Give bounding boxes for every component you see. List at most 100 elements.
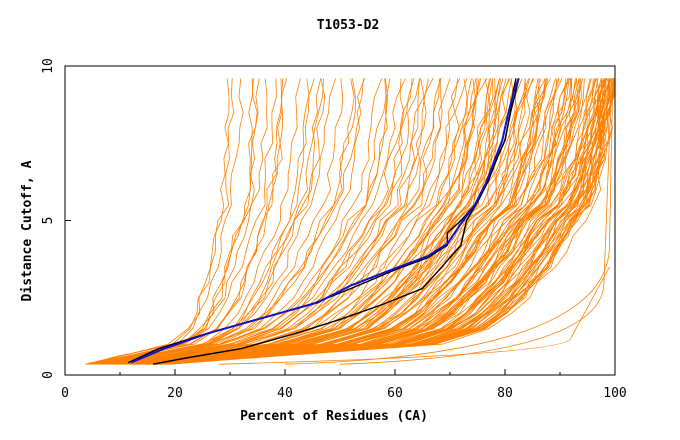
model-curve bbox=[129, 78, 530, 365]
model-curve bbox=[145, 78, 572, 365]
model-curve bbox=[124, 78, 531, 365]
model-curve bbox=[122, 78, 523, 365]
model-curve bbox=[339, 78, 613, 365]
model-curve bbox=[134, 78, 560, 365]
model-curve bbox=[109, 78, 434, 365]
model-curve bbox=[88, 78, 260, 365]
model-curve bbox=[146, 78, 578, 365]
y-tick-label: 0 bbox=[41, 371, 56, 379]
model-curve bbox=[86, 78, 244, 365]
model-curve bbox=[128, 78, 533, 365]
model-curve bbox=[98, 78, 288, 365]
plot-lines bbox=[84, 78, 615, 365]
model-curve bbox=[218, 266, 610, 365]
model-curve bbox=[150, 78, 602, 365]
y-axis-label: Distance Cutoff, A bbox=[20, 160, 35, 301]
model-curve bbox=[155, 78, 611, 365]
model-curve bbox=[103, 78, 355, 365]
model-curve bbox=[116, 78, 490, 365]
model-curve bbox=[145, 78, 582, 365]
model-curve bbox=[137, 78, 535, 365]
model-curve bbox=[139, 78, 547, 365]
x-tick-label: 20 bbox=[167, 386, 183, 401]
model-curve bbox=[98, 78, 283, 365]
model-curve bbox=[90, 78, 254, 365]
model-curve bbox=[134, 78, 526, 365]
model-curve bbox=[107, 78, 322, 365]
model-curve bbox=[86, 78, 258, 365]
model-curve bbox=[94, 78, 284, 365]
model-curve bbox=[94, 78, 365, 365]
x-tick-label: 0 bbox=[61, 386, 69, 401]
model-curve bbox=[160, 78, 611, 365]
model-curve bbox=[87, 78, 268, 365]
model-curve bbox=[147, 78, 573, 365]
model-curve bbox=[118, 78, 472, 365]
model-curve bbox=[106, 78, 415, 365]
model-curve bbox=[117, 78, 482, 365]
model-curve bbox=[149, 78, 608, 365]
model-curve bbox=[106, 78, 451, 365]
model-curve bbox=[111, 78, 440, 365]
y-tick-label: 10 bbox=[41, 58, 56, 74]
model-curve bbox=[151, 78, 605, 365]
x-tick-label: 40 bbox=[277, 386, 293, 401]
model-curve bbox=[114, 78, 490, 365]
chart-title: T1053-D2 bbox=[317, 18, 380, 33]
model-curve bbox=[116, 78, 488, 365]
model-curve bbox=[146, 78, 563, 365]
y-tick-label: 5 bbox=[41, 217, 56, 225]
model-curve bbox=[110, 78, 383, 365]
model-curve bbox=[161, 78, 612, 365]
model-curve bbox=[137, 78, 570, 365]
x-tick-label: 100 bbox=[603, 386, 626, 401]
model-curve bbox=[112, 78, 425, 365]
highlight-curve-blue bbox=[130, 78, 520, 364]
model-curve bbox=[117, 78, 500, 365]
model-curve bbox=[87, 78, 230, 365]
model-curve bbox=[136, 78, 580, 365]
y-axis: 0 5 10 bbox=[41, 58, 71, 379]
model-curve bbox=[125, 78, 476, 365]
model-curve bbox=[156, 78, 592, 365]
model-curve bbox=[109, 78, 477, 365]
model-curve bbox=[150, 78, 607, 365]
model-curve bbox=[94, 78, 336, 365]
x-tick-label: 80 bbox=[497, 386, 513, 401]
model-curve bbox=[101, 78, 387, 365]
model-curve bbox=[148, 78, 576, 365]
model-curve bbox=[114, 78, 364, 365]
model-curve bbox=[161, 78, 612, 365]
model-curve bbox=[122, 78, 500, 365]
model-curve bbox=[133, 78, 541, 365]
model-curve bbox=[146, 78, 605, 365]
x-axis: 0 20 40 60 80 100 bbox=[61, 369, 627, 401]
model-curve bbox=[161, 78, 615, 365]
model-curve bbox=[115, 78, 391, 365]
model-curve bbox=[131, 78, 551, 365]
model-curve bbox=[98, 78, 356, 365]
model-curve bbox=[142, 78, 560, 365]
model-curve bbox=[145, 78, 591, 365]
model-curve bbox=[110, 78, 429, 365]
model-curve bbox=[168, 78, 615, 365]
x-axis-label: Percent of Residues (CA) bbox=[240, 409, 428, 424]
model-curve bbox=[116, 78, 478, 365]
model-curve bbox=[134, 78, 568, 365]
model-curve bbox=[129, 78, 519, 365]
x-tick-label: 60 bbox=[387, 386, 403, 401]
model-curve bbox=[109, 78, 389, 365]
model-curve bbox=[101, 78, 301, 365]
model-curve bbox=[146, 78, 603, 365]
model-curve bbox=[116, 78, 443, 365]
model-curve bbox=[98, 78, 406, 365]
model-curve bbox=[88, 78, 277, 365]
highlight-curve-black bbox=[128, 78, 520, 364]
model-curve bbox=[144, 78, 598, 365]
model-curve bbox=[127, 78, 468, 365]
model-curve bbox=[84, 78, 235, 365]
model-curve bbox=[108, 78, 310, 365]
model-curve bbox=[146, 78, 600, 365]
model-curve bbox=[103, 78, 420, 365]
